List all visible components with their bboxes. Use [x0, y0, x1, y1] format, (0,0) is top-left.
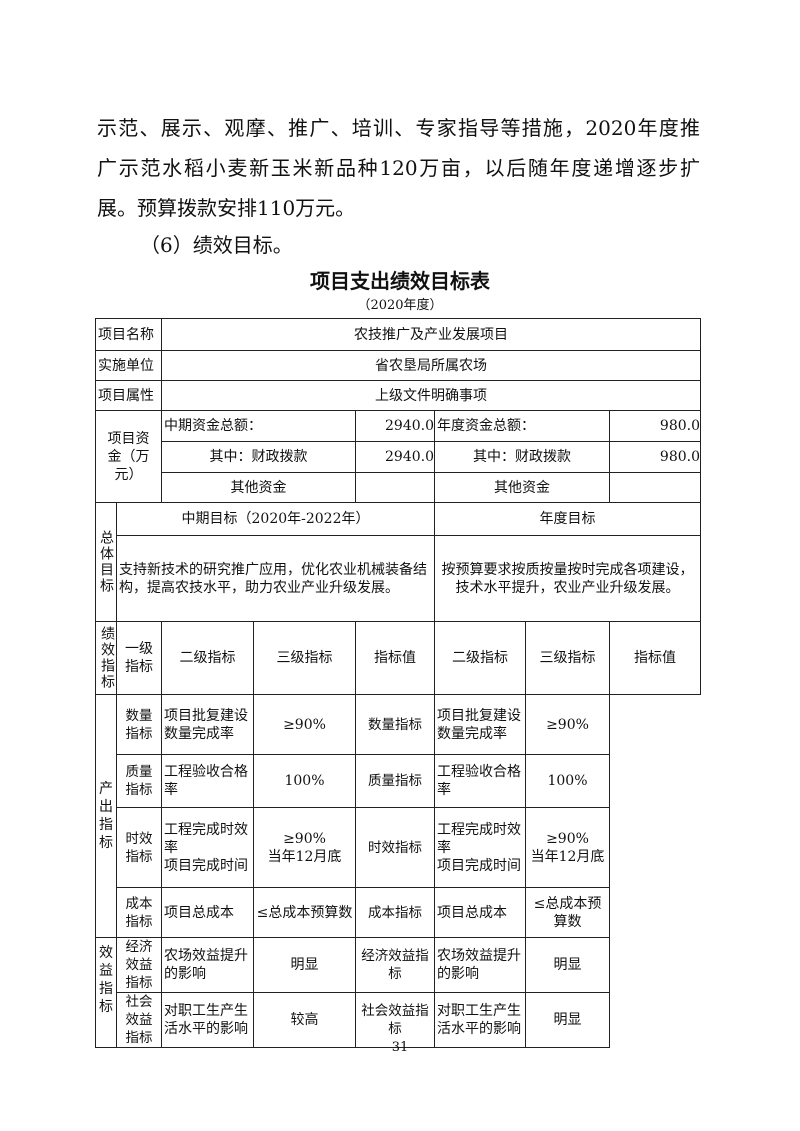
value-cell: 980.0: [609, 441, 701, 473]
level2-cell: 社会效益指标: [116, 992, 162, 1048]
label-cell: 总体目标: [95, 502, 117, 622]
table-row: 支持新技术的研究推广应用，优化农业机械装备结构，提高农技水平，助力农业产业升级发…: [96, 535, 701, 622]
label-cell: 年度资金总额：: [434, 410, 610, 442]
level3-cell: 对职工生产生活水平的影响: [434, 992, 526, 1048]
level2-cell: 经济效益指标: [116, 937, 162, 993]
value-cell: ≥90%: [253, 694, 356, 755]
label-cell: 项目属性: [95, 380, 162, 411]
table-row: 成本指标 项目总成本 ≤总成本预算数 成本指标 项目总成本 ≤总成本预算数: [96, 887, 701, 938]
level2-cell: 质量指标: [116, 754, 162, 808]
level2-cell: 数量指标: [116, 694, 162, 755]
level2-cell: 成本指标: [116, 887, 162, 938]
table-row: 产出指标 数量指标 项目批复建设数量完成率 ≥90% 数量指标 项目批复建设数量完成率 ≥9…: [95, 694, 701, 938]
table-row: 总体目标 中期目标（2020年-2022年） 年度目标: [95, 502, 701, 622]
table-row: 时效指标 工程完成时效率 项目完成时间 ≥90% 当年12月底 时效指标 工程完成时效率…: [96, 807, 701, 888]
body-line: 示范、展示、观摩、推广、培训、专家指导等措施，2020年度推: [97, 116, 700, 140]
label-cell: 其中：财政拨款: [434, 441, 610, 473]
value-cell: 980.0: [609, 410, 701, 442]
value-cell: [609, 472, 701, 503]
table-row: 实施单位 省农垦局所属农场: [95, 350, 701, 381]
table-row: 效益指标 经济效益指标 农场效益提升的影响 明显 经济效益指标 农场效益提升的影响 明显: [95, 937, 701, 1048]
level2-cell: 成本指标: [355, 887, 435, 938]
value-cell: 明显: [253, 937, 356, 993]
table-row: 其他资金 其他资金: [96, 472, 701, 503]
level2-cell: 经济效益指标: [355, 937, 435, 993]
label-cell: 项目资金（万元）: [95, 410, 162, 503]
section-heading: （6）绩效目标。: [140, 233, 293, 257]
table-row: 质量指标 工程验收合格率 100% 质量指标 工程验收合格率 100%: [96, 754, 701, 808]
body-line: 展。预算拨款安排110万元。: [97, 196, 356, 220]
value-cell: 2940.0: [355, 441, 435, 473]
header-cell: 一级指标: [116, 621, 162, 695]
table-row: 项目资金（万元） 中期资金总额： 2940.0 年度资金总额： 980.0: [95, 410, 701, 503]
table-row: 项目名称 农技推广及产业发展项目: [95, 318, 701, 351]
header-cell: 年度目标: [434, 502, 701, 536]
header-cell: 三级指标: [525, 621, 610, 695]
label-cell: 其他资金: [161, 472, 356, 503]
goal-text: 支持新技术的研究推广应用，优化农业机械装备结构，提高农技水平，助力农业产业升级发…: [116, 535, 435, 622]
header-cell: 三级指标: [253, 621, 356, 695]
level3-cell: 对职工生产生活水平的影响: [161, 992, 254, 1048]
value-cell: ≤总成本预算数: [253, 887, 356, 938]
level2-cell: 社会效益指标: [355, 992, 435, 1048]
label-cell: 绩效指标: [95, 621, 117, 695]
value-cell: 明显: [525, 937, 610, 993]
page-number: 31: [391, 1040, 409, 1055]
level3-cell: 工程验收合格率: [161, 754, 254, 808]
level3-cell: 项目批复建设数量完成率: [161, 694, 254, 755]
value-cell: 2940.0: [355, 410, 435, 442]
label-cell: 其他资金: [434, 472, 610, 503]
header-cell: 二级指标: [434, 621, 526, 695]
level2-cell: 数量指标: [355, 694, 435, 755]
value-cell: 农技推广及产业发展项目: [161, 318, 701, 351]
level3-cell: 工程完成时效率 项目完成时间: [434, 807, 526, 888]
level3-cell: 工程完成时效率 项目完成时间: [161, 807, 254, 888]
level2-cell: 质量指标: [355, 754, 435, 808]
label-cell: 其中：财政拨款: [161, 441, 356, 473]
group-label: 产出指标: [95, 694, 117, 938]
header-cell: 指标值: [609, 621, 701, 695]
header-cell: 中期目标（2020年-2022年）: [116, 502, 435, 536]
performance-table: 项目名称 农技推广及产业发展项目 实施单位 省农垦局所属农场 项目属性 上级文件明确事…: [95, 318, 701, 1048]
level2-cell: 时效指标: [116, 807, 162, 888]
group-label: 效益指标: [95, 937, 117, 1048]
level3-cell: 项目总成本: [434, 887, 526, 938]
level3-cell: 农场效益提升的影响: [434, 937, 526, 993]
level3-cell: 项目总成本: [161, 887, 254, 938]
goal-text: 按预算要求按质按量按时完成各项建设，技术水平提升，农业产业升级发展。: [434, 535, 701, 622]
value-cell: [355, 472, 435, 503]
table-row: 绩效指标 一级指标 二级指标 三级指标 指标值 二级指标 三级指标 指标值: [95, 621, 701, 695]
value-cell: 100%: [253, 754, 356, 808]
value-cell: 上级文件明确事项: [161, 380, 701, 411]
level3-cell: 农场效益提升的影响: [161, 937, 254, 993]
value-cell: 明显: [525, 992, 610, 1048]
table-title: 项目支出绩效目标表: [310, 269, 490, 293]
label-cell: 实施单位: [95, 350, 162, 381]
value-cell: ≥90% 当年12月底: [525, 807, 610, 888]
label-cell: 中期资金总额：: [161, 410, 356, 442]
value-cell: 100%: [525, 754, 610, 808]
table-subtitle: （2020年度）: [357, 298, 443, 313]
table-row: 其中：财政拨款 2940.0 其中：财政拨款 980.0: [96, 441, 701, 473]
body-line: 广示范水稻小麦新玉米新品种120万亩，以后随年度递增逐步扩: [97, 156, 700, 180]
table-row: 项目属性 上级文件明确事项: [95, 380, 701, 411]
value-cell: 省农垦局所属农场: [161, 350, 701, 381]
value-cell: ≥90% 当年12月底: [253, 807, 356, 888]
header-cell: 二级指标: [161, 621, 254, 695]
value-cell: ≥90%: [525, 694, 610, 755]
level3-cell: 项目批复建设数量完成率: [434, 694, 526, 755]
table-row: 社会效益指标 对职工生产生活水平的影响 较高 社会效益指标 对职工生产生活水平的影响 明显: [96, 992, 701, 1048]
label-cell: 项目名称: [95, 318, 162, 351]
value-cell: ≤总成本预算数: [525, 887, 610, 938]
header-cell: 指标值: [355, 621, 435, 695]
level3-cell: 工程验收合格率: [434, 754, 526, 808]
level2-cell: 时效指标: [355, 807, 435, 888]
